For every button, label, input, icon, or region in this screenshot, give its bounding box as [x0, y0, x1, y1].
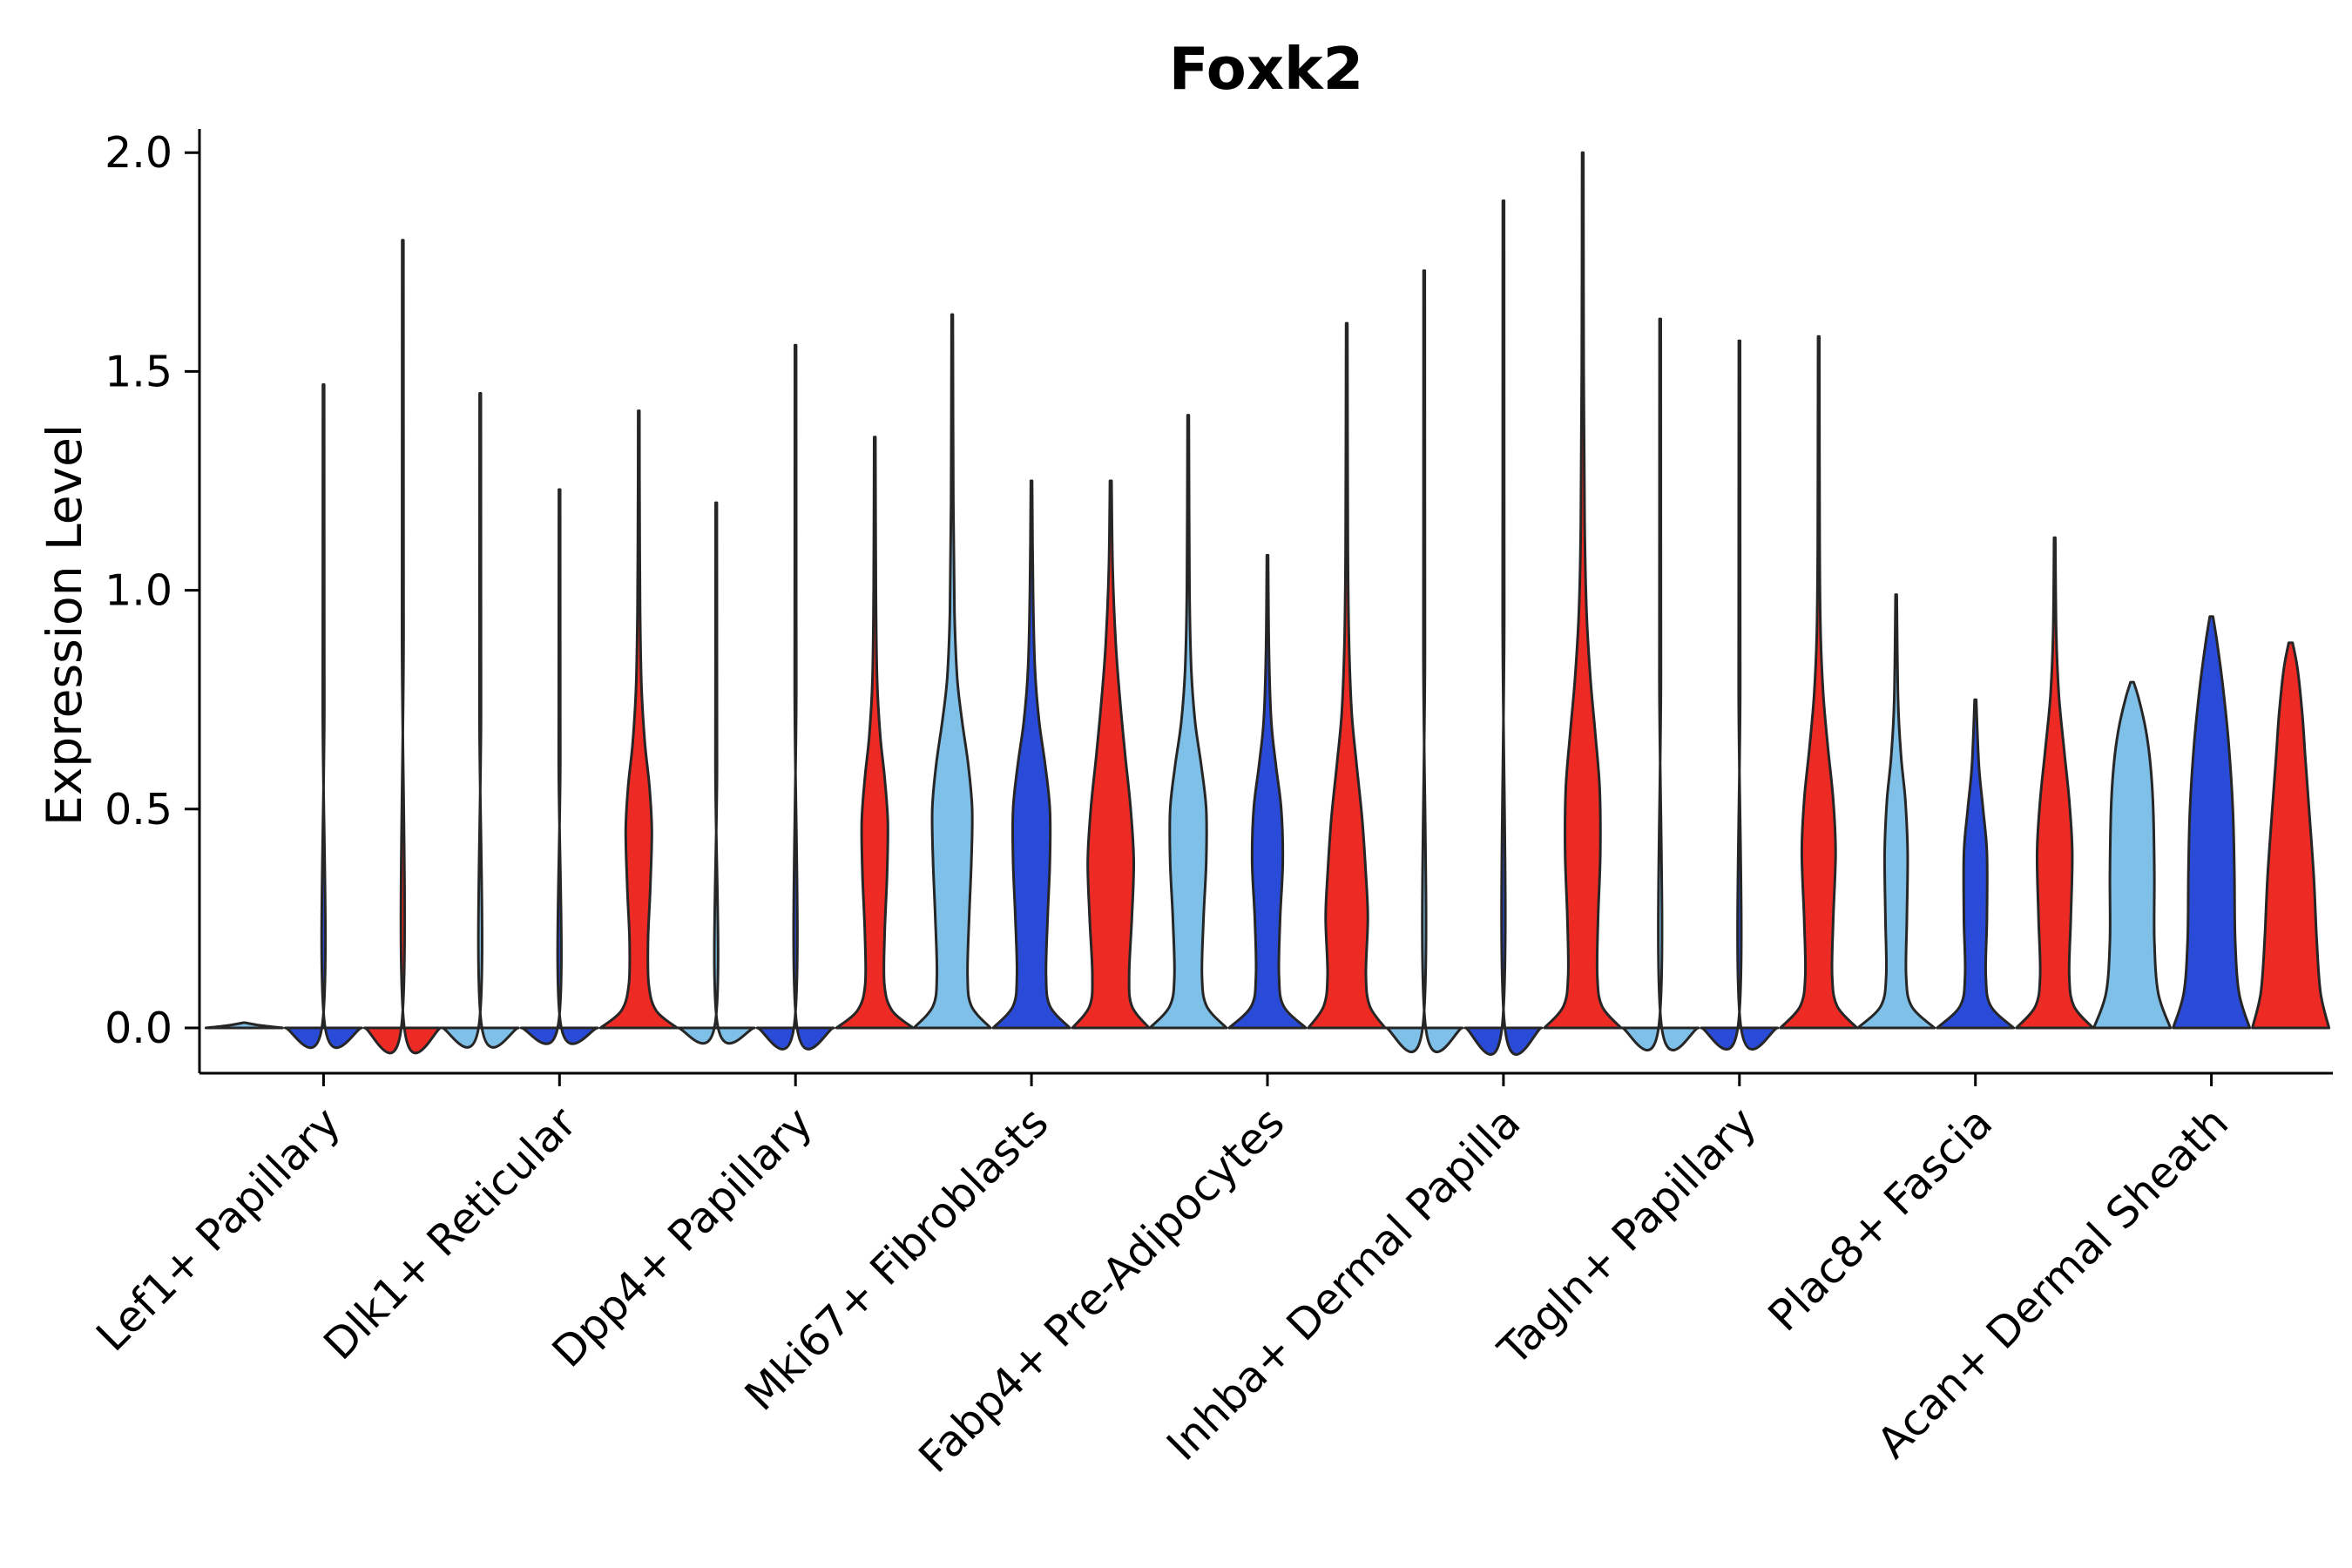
chart-title: Foxk2 [1168, 35, 1364, 103]
violin-g9-darkblue [2172, 615, 2252, 1030]
violin-g5-darkblue [1227, 553, 1308, 1030]
violin-g8-lightblue [1856, 593, 1936, 1030]
violin-g8-darkblue [1936, 698, 2016, 1030]
violin-g2-darkblue [519, 488, 599, 1045]
violin-g5-red [1307, 321, 1387, 1030]
violin-g6-lightblue [1384, 269, 1464, 1053]
violin-g1-darkblue [283, 383, 363, 1050]
y-tick-label: 1.5 [105, 347, 172, 396]
violin-g1-lightblue [204, 1021, 284, 1030]
violin-g6-darkblue [1463, 199, 1544, 1056]
violin-g5-lightblue [1148, 414, 1228, 1030]
violin-g1-red [362, 239, 443, 1055]
violin-g7-lightblue [1620, 317, 1700, 1051]
violin-g7-darkblue [1700, 339, 1780, 1051]
violin-g4-red [1071, 479, 1151, 1030]
y-tick-label: 0.5 [105, 785, 172, 835]
violin-g9-lightblue [2092, 680, 2173, 1030]
x-tick-label: Plac8+ Fascia [1759, 1098, 2002, 1341]
x-tick-label: Dlk1+ Reticular [314, 1098, 587, 1370]
violin-g3-red [835, 436, 915, 1030]
x-tick-label: Tagln+ Papillary [1489, 1098, 1767, 1375]
violin-g2-red [598, 409, 679, 1030]
violin-g6-red [1543, 151, 1623, 1030]
y-tick-label: 0.0 [105, 1004, 172, 1053]
violin-g8-red [2015, 536, 2095, 1030]
violin-g4-darkblue [991, 479, 1071, 1030]
violin-g9-red [2251, 641, 2331, 1030]
x-tick-label: Dpp4+ Papillary [543, 1098, 821, 1376]
violin-g3-darkblue [755, 343, 835, 1051]
y-tick-label: 2.0 [105, 128, 172, 178]
violin-g3-lightblue [676, 501, 756, 1045]
x-tick-label: Lef1+ Papillary [87, 1098, 350, 1361]
violin-g2-lightblue [440, 392, 520, 1049]
violin-g7-red [1779, 335, 1859, 1030]
violin-g4-lightblue [912, 313, 992, 1030]
y-tick-label: 1.0 [105, 566, 172, 616]
